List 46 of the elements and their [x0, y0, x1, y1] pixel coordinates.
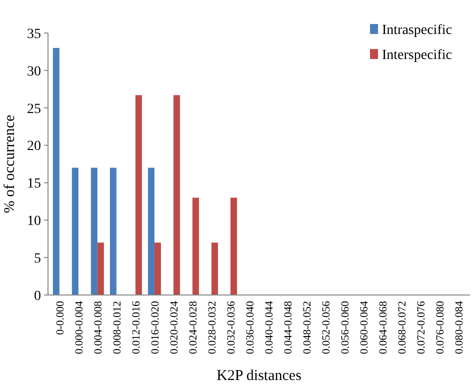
bar [97, 242, 104, 295]
x-axis-title: K2P distances [216, 368, 302, 384]
x-tick-label: 0.076-0.080 [434, 300, 446, 354]
x-tick-label: 0.048-0.052 [301, 301, 314, 354]
y-axis-title: % of occurrence [2, 114, 18, 214]
y-tick-label: 25 [27, 102, 41, 117]
x-tick-label: 0.068-0.072 [396, 301, 408, 354]
bar [211, 242, 218, 295]
y-tick-label: 30 [27, 64, 41, 80]
x-tick-label: 0.036-0.040 [244, 300, 256, 354]
bar [192, 198, 199, 295]
bar [52, 48, 60, 295]
x-tick-label: 0.004-0.008 [92, 300, 104, 354]
bar [154, 242, 161, 295]
bar [110, 168, 116, 295]
x-tick-label: 0.020-0.024 [168, 300, 180, 354]
y-tick-label: 5 [34, 251, 41, 266]
x-tick-label: 0.032-0.036 [225, 300, 238, 354]
y-tick-label: 20 [27, 139, 41, 154]
bar [90, 168, 98, 295]
y-tick-label: 10 [27, 214, 41, 230]
x-tick-label: 0.040-0.044 [263, 300, 276, 354]
x-tick-label: 0.052-0.056 [320, 300, 332, 354]
bar [230, 198, 237, 295]
y-tick-label: 15 [27, 176, 41, 192]
x-tick-label: 0-0.000 [54, 300, 66, 335]
y-tick-label: 35 [27, 26, 41, 42]
y-tick-label: 0 [34, 288, 41, 304]
x-tick-label: 0.008-0.012 [111, 301, 124, 354]
bar [135, 95, 142, 295]
bar [173, 95, 180, 295]
legend-label: Intraspecific [382, 22, 452, 38]
x-tick-label: 0.044-0.048 [282, 300, 294, 354]
legend-label: Interspecific [382, 48, 452, 63]
x-tick-label: 0.016-0.020 [149, 300, 162, 354]
x-tick-label: 0.072-0.076 [415, 300, 428, 354]
bar [148, 168, 154, 295]
x-tick-label: 0.080-0.084 [453, 300, 466, 354]
x-tick-label: 0.000-0.004 [73, 300, 86, 354]
x-tick-label: 0.012-0.016 [130, 300, 142, 354]
x-tick-label: 0.024-0.028 [187, 300, 200, 354]
x-tick-label: 0.060-0.064 [358, 300, 370, 354]
bar [72, 168, 78, 295]
x-tick-label: 0.056-0.060 [339, 300, 352, 354]
x-tick-label: 0.028-0.032 [206, 301, 218, 354]
x-tick-label: 0.064-0.068 [377, 300, 390, 354]
